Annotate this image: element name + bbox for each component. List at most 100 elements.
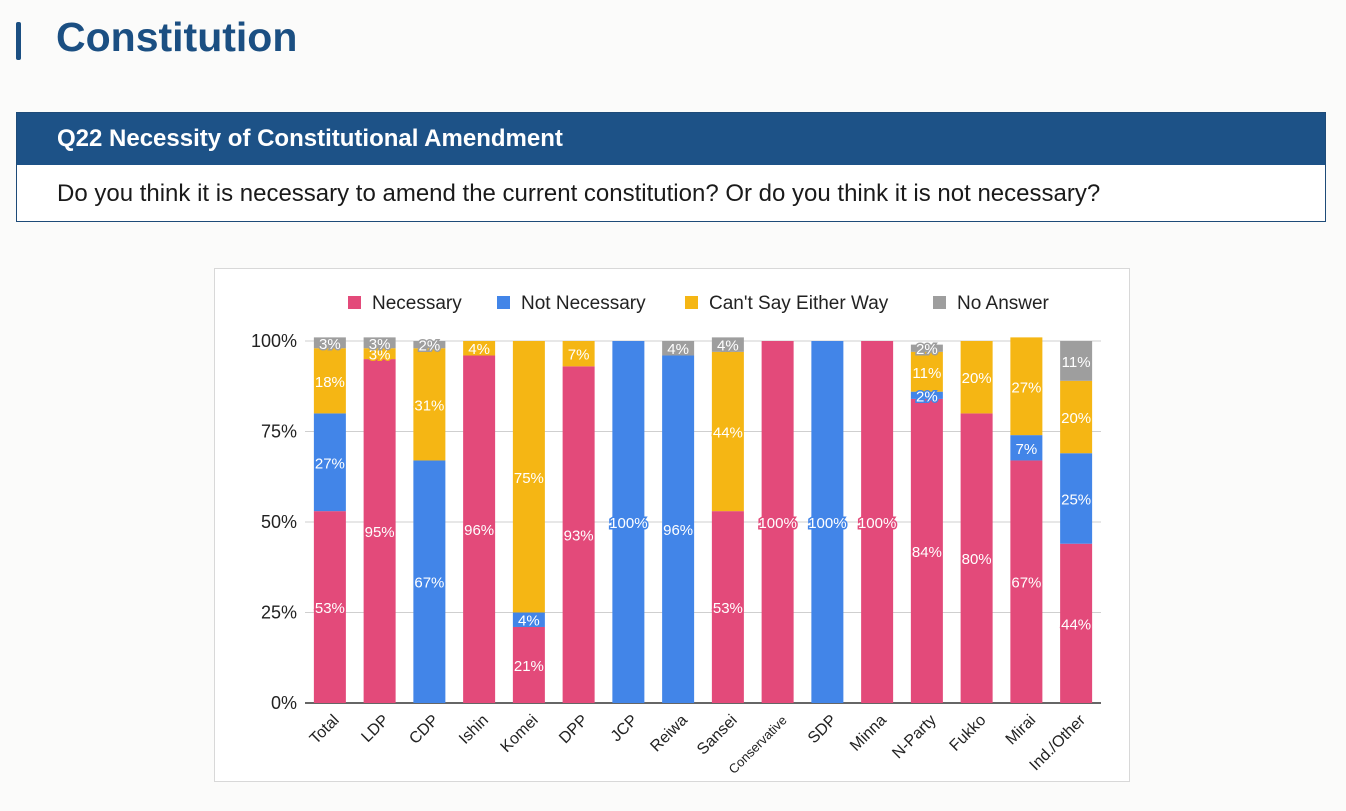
bar-stack: 67% 31% 2% — [413, 336, 446, 703]
x-tick-label: Ishin — [456, 712, 492, 748]
data-label: 75% — [514, 470, 544, 487]
bar-segment — [910, 351, 943, 392]
bar-stack: 44% 25% 20% 11% — [1060, 341, 1093, 703]
x-tick-label: Sansei — [694, 712, 741, 759]
bar-segment — [861, 341, 894, 703]
bar-segment — [1010, 435, 1043, 461]
data-label: 11% — [1062, 354, 1091, 371]
legend-swatch — [685, 296, 698, 309]
data-label: 44% — [713, 425, 743, 442]
bar-segment — [1060, 380, 1093, 454]
data-label: 7% — [568, 347, 590, 364]
bar-segment — [463, 355, 496, 703]
chart-container: Necessary Not Necessary Can't Say Either W… — [214, 268, 1130, 782]
data-label: 2% — [419, 338, 441, 355]
legend-label: Necessary — [372, 293, 462, 314]
legend-item[interactable]: Not Necessary — [497, 293, 646, 314]
data-label: 100% — [858, 515, 896, 532]
x-tick-label: Fukko — [947, 712, 990, 755]
bar-segment — [1060, 341, 1093, 381]
bar-stack: 21% 4% 75% — [512, 341, 545, 703]
bar-segment — [413, 348, 446, 461]
data-label: 20% — [962, 370, 992, 387]
data-label: 93% — [564, 528, 594, 545]
stacked-bar-chart: Necessary Not Necessary Can't Say Either W… — [251, 293, 1101, 777]
y-tick-label: 0% — [271, 693, 297, 713]
data-label: 25% — [1061, 491, 1091, 508]
data-label: 4% — [667, 341, 689, 358]
y-tick-label: 75% — [261, 422, 297, 442]
y-axis: 0% 25% 50% 75% 100% — [251, 331, 297, 713]
data-label: 100% — [808, 515, 846, 532]
bar-stack: 100% — [608, 341, 649, 703]
y-tick-label: 50% — [261, 512, 297, 532]
bar-stack: 95% 3%3% — [363, 334, 396, 703]
data-label: 67% — [414, 575, 444, 592]
data-label: 84% — [912, 544, 942, 561]
y-tick-label: 25% — [261, 603, 297, 623]
data-label: 7% — [1016, 441, 1038, 458]
bar-segment — [463, 341, 496, 356]
data-label: 27% — [315, 455, 345, 472]
data-label: 2% — [916, 341, 938, 358]
legend-label: No Answer — [957, 293, 1050, 314]
bar-segment — [960, 413, 993, 703]
bar-segment — [1010, 460, 1043, 703]
data-label: 4% — [518, 613, 540, 630]
data-label: 4% — [468, 341, 490, 358]
bar-segment — [1010, 337, 1043, 436]
legend-item[interactable]: Necessary — [348, 293, 462, 314]
bar-segment — [363, 337, 396, 349]
bar-segment — [910, 391, 943, 399]
bar-segment — [313, 511, 346, 703]
data-label: 3% — [369, 347, 391, 364]
bar-stack: 53% 44% 4% — [711, 336, 744, 703]
bar-segment — [413, 341, 446, 349]
bar-segment — [512, 612, 545, 627]
x-tick-label: CDP — [406, 712, 442, 748]
data-label: 3% — [319, 336, 341, 353]
question-text: Do you think it is necessary to amend th… — [57, 180, 1101, 207]
bar-segment — [562, 366, 595, 703]
data-label: 53% — [713, 600, 743, 617]
data-label: 67% — [1011, 575, 1041, 592]
legend-item[interactable]: Can't Say Either Way — [685, 293, 889, 314]
bar-segment — [711, 337, 744, 352]
data-label: 31% — [414, 397, 444, 414]
y-tick-label: 100% — [251, 331, 297, 351]
bar-segment — [313, 337, 346, 349]
bar-stack: 100% — [757, 341, 798, 703]
data-label: 11% — [912, 365, 941, 382]
x-tick-label: JCP — [608, 712, 641, 745]
bar-segment — [612, 341, 645, 703]
bar-segment — [711, 511, 744, 703]
question-box: Q22 Necessity of Constitutional Amendmen… — [16, 112, 1326, 222]
bar-segment — [662, 355, 695, 703]
bar-stack: 84% 2% 11% 2% — [910, 340, 943, 703]
bar-stack: 96% 4% — [662, 340, 695, 703]
bar-stack: 80% 20% — [960, 341, 993, 703]
x-tick-label: N-Party — [889, 712, 939, 762]
bar-stack: 67% 7% 27% — [1010, 337, 1043, 703]
bar-stack: 100% — [856, 341, 898, 703]
data-label: 21% — [514, 658, 544, 675]
data-label: 4% — [717, 338, 739, 355]
data-label: 20% — [1061, 410, 1091, 427]
x-tick-label: Komei — [498, 712, 542, 756]
data-label: 2% — [916, 388, 938, 405]
bar-segment — [910, 344, 943, 352]
x-tick-label: LDP — [358, 712, 392, 746]
bar-stack: 100% — [807, 341, 848, 703]
legend-item[interactable]: No Answer — [933, 293, 1050, 314]
x-tick-label: Total — [307, 712, 343, 748]
bar-segment — [1060, 543, 1093, 703]
bar-segment — [910, 398, 943, 703]
bar-segment — [363, 348, 396, 360]
section-accent-bar — [16, 22, 21, 60]
bar-segment — [662, 341, 695, 356]
data-label: 80% — [962, 551, 992, 568]
bar-segment — [313, 348, 346, 414]
bar-segment — [960, 341, 993, 414]
data-label: 53% — [315, 600, 345, 617]
legend: Necessary Not Necessary Can't Say Either W… — [348, 293, 1050, 314]
